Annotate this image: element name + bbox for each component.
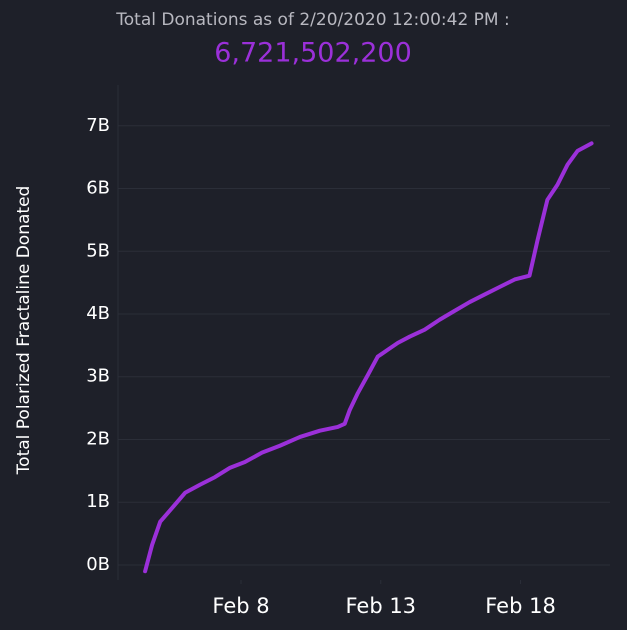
y-tick-label: 4B: [86, 303, 110, 324]
y-tick-label: 0B: [86, 554, 110, 575]
x-tick-label: Feb 8: [212, 594, 269, 618]
x-tick-label: Feb 13: [345, 594, 416, 618]
y-tick-label: 6B: [86, 178, 110, 199]
chart-subtitle: 6,721,502,200: [214, 38, 412, 69]
chart-title: Total Donations as of 2/20/2020 12:00:42…: [115, 10, 509, 30]
y-tick-label: 1B: [86, 491, 110, 512]
x-tick-label: Feb 18: [485, 594, 556, 618]
y-tick-label: 5B: [86, 240, 110, 261]
y-tick-label: 2B: [86, 428, 110, 449]
y-axis-label: Total Polarized Fractaline Donated: [14, 186, 34, 476]
y-tick-label: 7B: [86, 115, 110, 136]
data-line: [143, 141, 594, 574]
y-tick-label: 3B: [86, 366, 110, 387]
